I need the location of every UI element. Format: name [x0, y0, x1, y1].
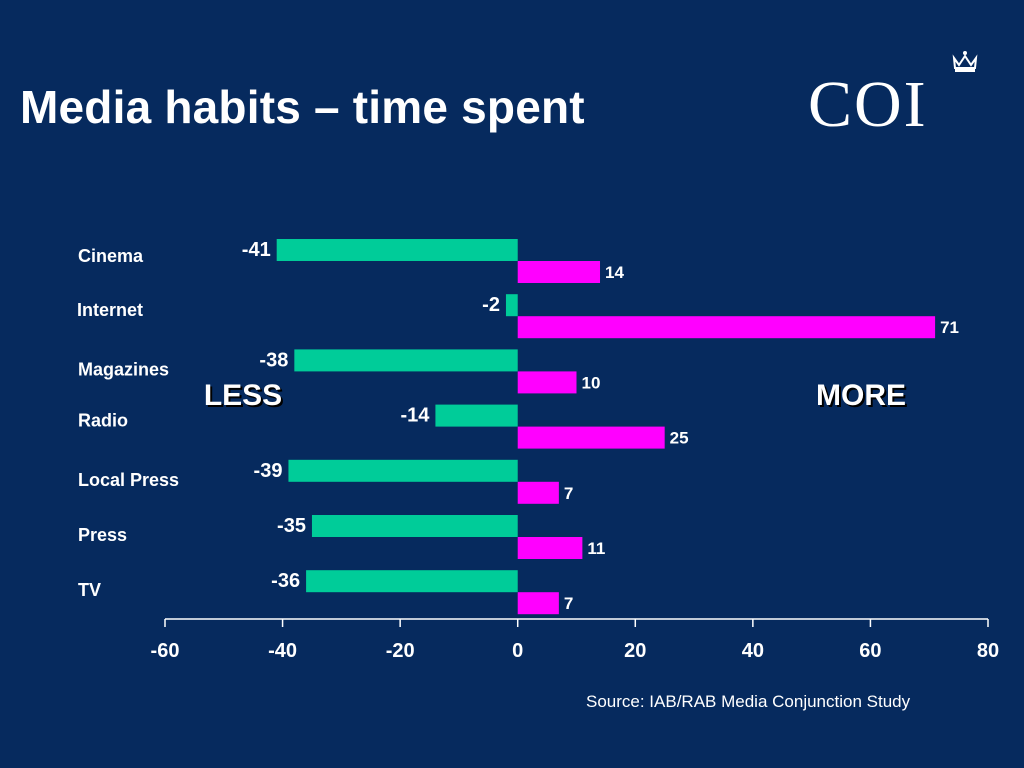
- bar-less: [306, 570, 518, 593]
- bar-more: [517, 316, 936, 339]
- bar-more: [517, 426, 665, 449]
- x-tick-label: 20: [624, 640, 646, 662]
- category-label: Local Press: [78, 470, 179, 490]
- x-tick-label: 60: [859, 640, 881, 662]
- annotation-less-shadow: LESS: [206, 381, 284, 414]
- data-label-less: -39: [254, 460, 283, 482]
- category-label: TV: [78, 580, 101, 600]
- data-label-more: 25: [670, 429, 689, 448]
- source-note: Source: IAB/RAB Media Conjunction Study: [586, 692, 911, 711]
- data-label-more: 11: [587, 539, 605, 558]
- logo-text: COI: [808, 68, 928, 141]
- data-label-more: 7: [564, 594, 573, 613]
- bar-more: [517, 481, 559, 504]
- bar-more: [517, 537, 583, 559]
- x-tick-label: -40: [268, 640, 297, 662]
- data-label-less: -35: [277, 515, 306, 537]
- x-tick-label: 80: [977, 640, 999, 662]
- page-title: Media habits – time spent: [20, 81, 585, 133]
- bar-more: [517, 371, 577, 394]
- data-label-less: -2: [482, 294, 500, 316]
- data-label-more: 7: [564, 484, 573, 503]
- coi-logo: COI: [808, 50, 988, 140]
- data-label-less: -14: [401, 405, 431, 427]
- x-tick-label: 40: [742, 640, 764, 662]
- x-tick-label: 0: [512, 640, 523, 662]
- category-label: Internet: [77, 300, 143, 320]
- bar-less: [505, 294, 518, 317]
- bar-less: [311, 515, 518, 537]
- crown-icon: [952, 51, 978, 72]
- category-label: Magazines: [78, 359, 169, 379]
- category-label: Cinema: [78, 246, 144, 266]
- data-label-less: -36: [271, 570, 300, 592]
- bar-less: [294, 349, 518, 372]
- data-label-more: 71: [940, 318, 959, 337]
- bar-more: [517, 592, 559, 615]
- data-label-more: 10: [582, 373, 601, 392]
- data-label-less: -38: [259, 349, 288, 371]
- category-label: Radio: [78, 411, 128, 431]
- x-tick-label: -60: [151, 640, 180, 662]
- annotation-more-shadow: MORE: [818, 381, 908, 414]
- data-label-less: -41: [242, 239, 271, 261]
- category-label: Press: [78, 525, 127, 545]
- annotation-less: LESS: [204, 379, 282, 412]
- bar-more: [517, 261, 601, 283]
- annotation-more: MORE: [816, 379, 906, 412]
- bar-less: [288, 459, 518, 482]
- bar-less: [276, 239, 518, 261]
- bar-less: [435, 404, 518, 427]
- x-tick-label: -20: [386, 640, 415, 662]
- data-label-more: 14: [605, 263, 624, 282]
